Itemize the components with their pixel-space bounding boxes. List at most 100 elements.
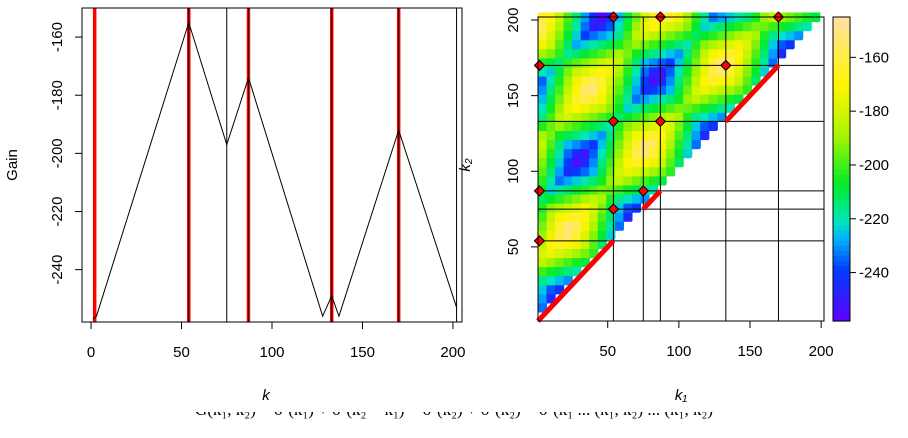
heatmap-cell xyxy=(751,57,761,68)
colorbar-segment xyxy=(833,153,850,160)
heatmap-cell xyxy=(640,103,650,113)
heatmap-cell xyxy=(546,85,556,95)
heatmap-cell xyxy=(631,203,642,213)
heatmap-cell xyxy=(538,239,548,250)
heatmap-cell xyxy=(597,75,607,86)
colorbar-segment xyxy=(833,123,850,130)
heatmap-cell xyxy=(563,103,573,113)
heatmap-cell xyxy=(538,212,548,222)
colorbar-segment xyxy=(833,250,850,256)
heatmap-cell xyxy=(546,39,556,50)
heatmap-cell xyxy=(802,21,812,32)
heatmap-cell xyxy=(589,184,599,195)
heatmap-cell xyxy=(606,112,616,122)
heatmap-cell xyxy=(555,275,565,286)
colorbar-segment xyxy=(833,62,850,69)
selected-point-marker xyxy=(654,115,667,128)
diagonal-segment xyxy=(641,189,663,211)
heatmap-cell xyxy=(538,139,548,150)
colorbar-segment xyxy=(833,148,850,155)
heatmap-cell xyxy=(700,30,710,41)
heatmap-cell xyxy=(623,57,633,68)
heatmap-cell xyxy=(589,48,599,59)
colorbar-segment xyxy=(833,239,850,246)
heatmap-cell xyxy=(597,166,607,177)
heatmap-cell xyxy=(555,230,565,240)
heatmap-cell xyxy=(606,39,616,50)
heatmap-cell xyxy=(666,103,676,113)
heatmap-cell xyxy=(546,48,556,59)
heatmap-cell xyxy=(546,157,556,168)
heatmap-cell xyxy=(606,121,616,132)
heatmap-cell xyxy=(538,30,548,41)
heatmap-cell xyxy=(589,230,599,240)
heatmap-cell xyxy=(623,130,633,141)
x-tick-label: 200 xyxy=(440,344,465,361)
x-axis-label: k xyxy=(262,387,271,404)
heatmap-cell xyxy=(631,39,642,50)
colorbar-segment xyxy=(833,138,850,145)
heatmap-cell xyxy=(674,39,684,50)
heatmap-cell xyxy=(614,221,624,231)
heatmap-cell xyxy=(572,103,582,113)
heatmap-cell xyxy=(683,112,693,122)
colorbar-segment xyxy=(833,275,850,282)
heatmap-cell xyxy=(708,103,718,113)
heatmap-cell xyxy=(589,39,599,50)
heatmap-cell xyxy=(572,239,582,250)
heatmap-cell xyxy=(657,103,667,113)
heatmap-cell xyxy=(666,21,676,32)
colorbar-segment xyxy=(833,224,850,231)
heatmap-cell xyxy=(657,85,667,95)
heatmap-cell xyxy=(648,121,659,132)
heatmap-cell xyxy=(674,148,684,159)
heatmap-cell xyxy=(691,85,701,95)
heatmap-cell xyxy=(708,21,718,32)
selected-point-marker xyxy=(533,185,546,197)
heatmap-cell xyxy=(666,157,676,168)
heatmap-cell xyxy=(538,284,548,295)
heatmap-cell xyxy=(623,212,633,222)
heatmap-cell xyxy=(717,30,727,41)
heatmap-cell xyxy=(708,48,718,59)
heatmap-cell xyxy=(700,66,710,77)
heatmap-cell xyxy=(623,112,633,122)
heatmap-cell xyxy=(700,39,710,50)
heatmap-cell xyxy=(563,275,573,286)
heatmap-cell xyxy=(640,75,650,86)
heatmap-cell xyxy=(572,203,582,213)
y-tick-label: -240 xyxy=(49,255,66,285)
y-tick-label: -220 xyxy=(49,197,66,227)
heatmap-cell xyxy=(691,48,701,59)
heatmap-cell xyxy=(657,148,667,159)
heatmap-cell xyxy=(657,39,667,50)
heatmap-cell xyxy=(580,94,590,104)
heatmap-cell xyxy=(640,39,650,50)
colorbar-segment xyxy=(833,204,850,211)
heatmap-cell xyxy=(580,184,590,195)
heatmap-cell xyxy=(606,75,616,86)
heatmap-cell xyxy=(546,266,556,277)
selected-point-marker xyxy=(533,59,546,72)
heatmap-cell xyxy=(674,57,684,68)
heatmap-cell xyxy=(572,166,582,177)
heatmap-cell xyxy=(623,30,633,41)
heatmap-cell xyxy=(683,85,693,95)
heatmap-cell xyxy=(623,39,633,50)
heatmap-cell xyxy=(614,103,624,113)
heatmap-cell xyxy=(597,48,607,59)
heatmap-cell xyxy=(555,221,565,231)
heatmap-cell xyxy=(691,103,701,113)
heatmap-cell xyxy=(623,184,633,195)
heatmap-cell xyxy=(606,166,616,177)
heatmap-cell xyxy=(563,39,573,50)
heatmap-cell xyxy=(700,21,710,32)
colorbar-segment xyxy=(833,169,850,175)
heatmap-cell xyxy=(538,103,548,113)
heatmap-cell xyxy=(563,148,573,159)
heatmap-cell xyxy=(794,21,804,32)
heatmap-cell xyxy=(555,112,565,122)
heatmap-cell xyxy=(572,94,582,104)
heatmap-cell xyxy=(648,21,659,32)
heatmap-cell xyxy=(623,139,633,150)
